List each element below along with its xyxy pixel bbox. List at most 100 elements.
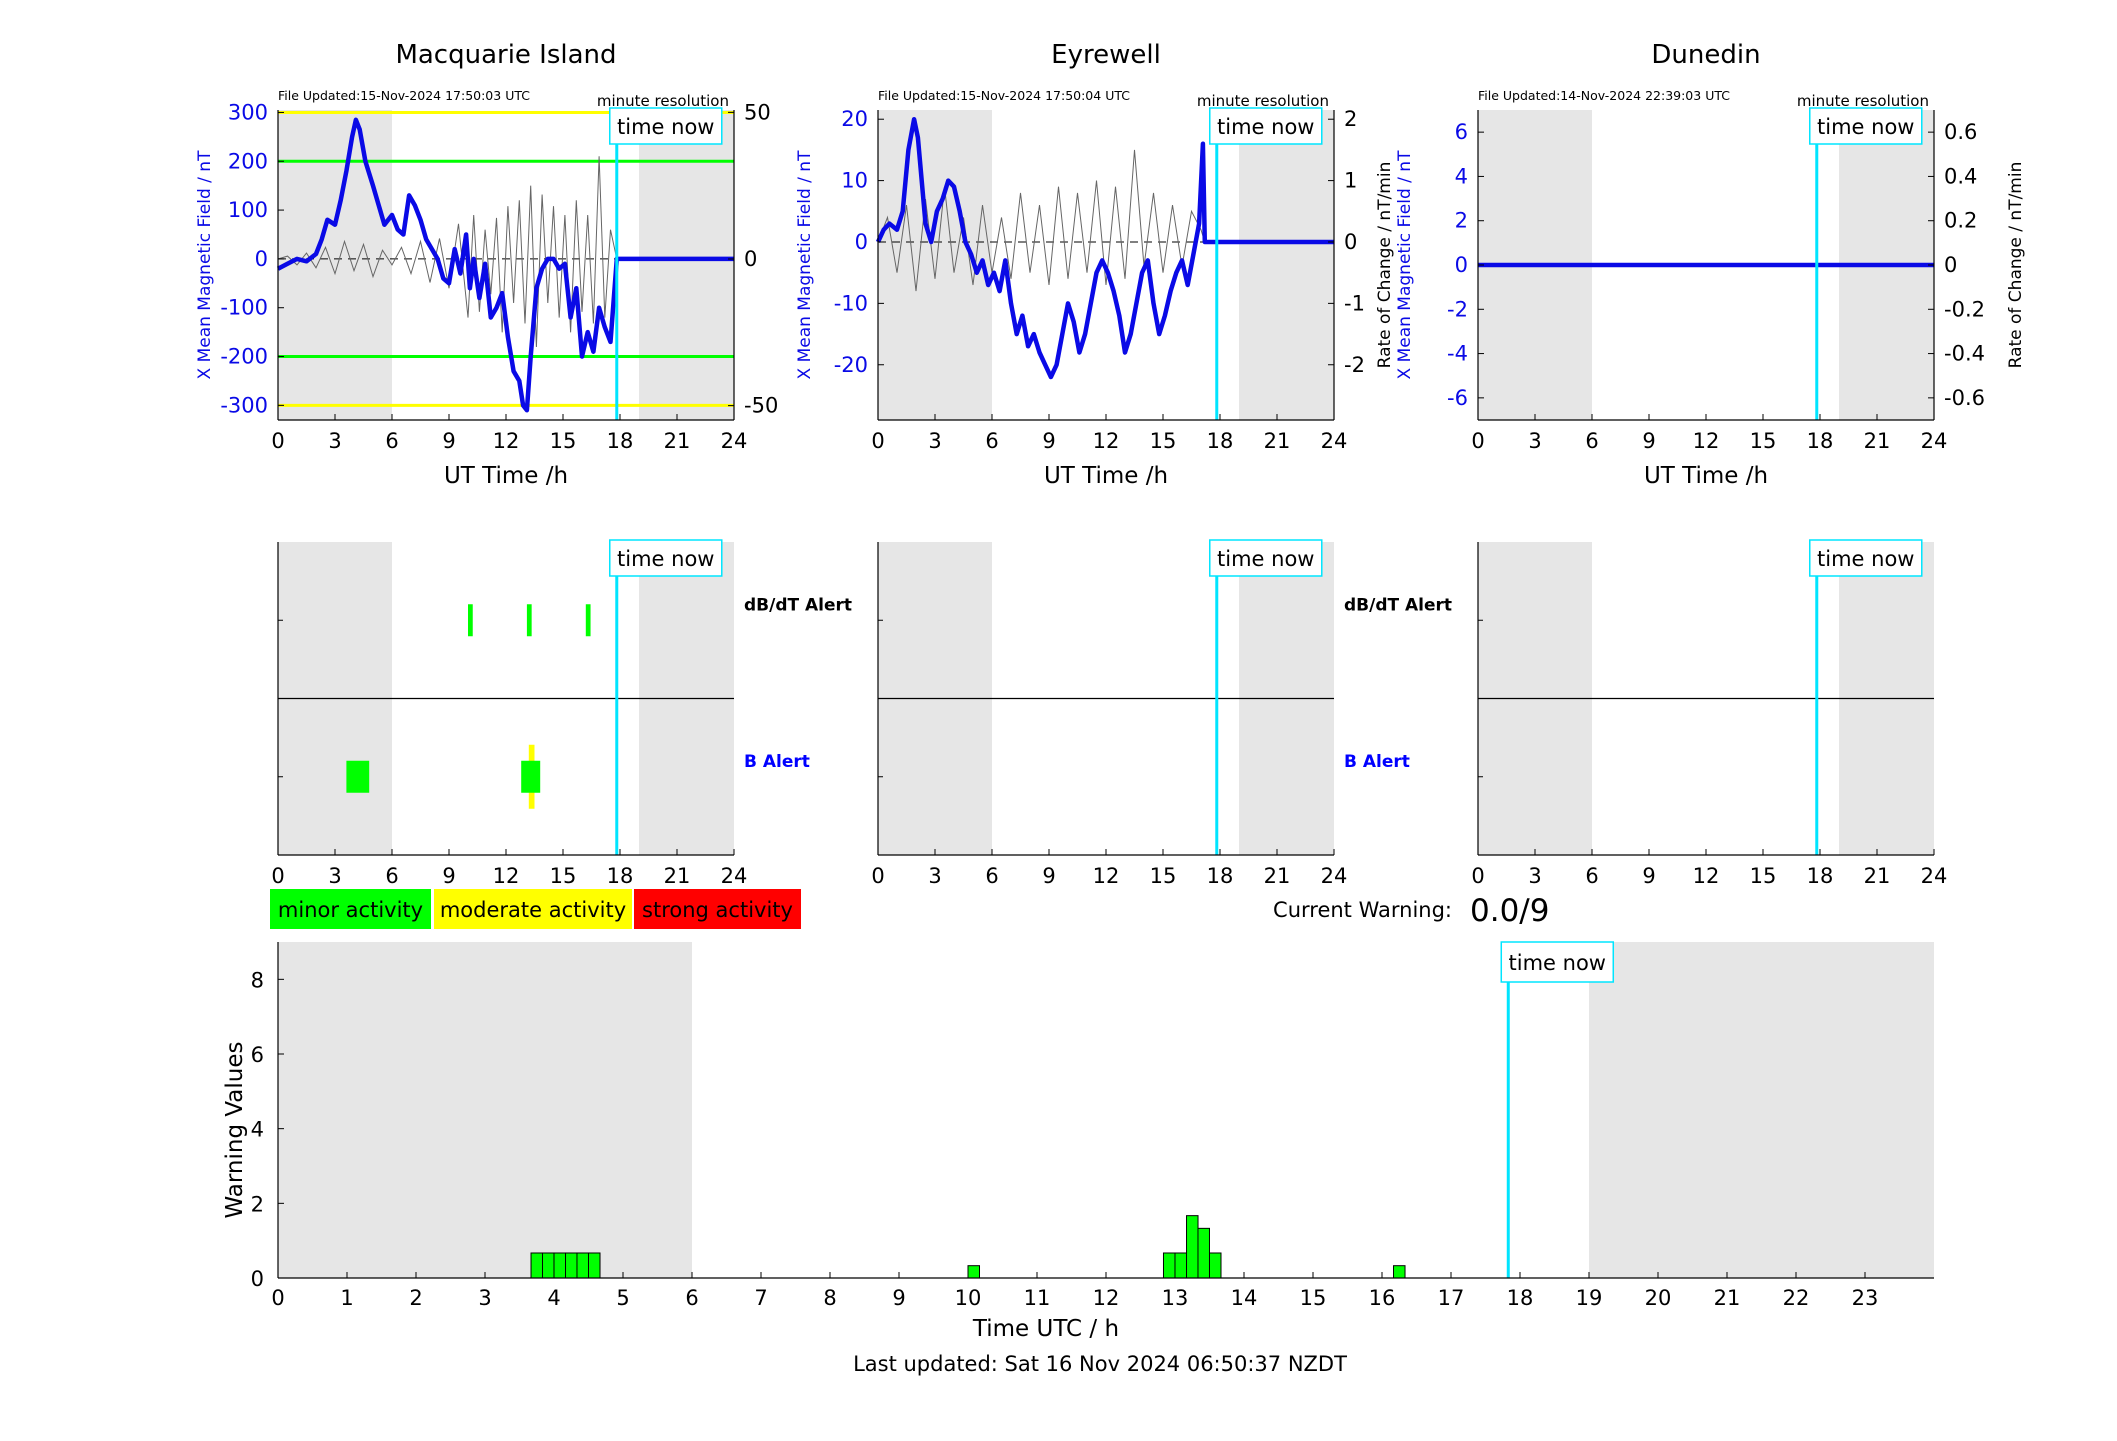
alert-panel-2-x-tick-label: 3 xyxy=(928,864,941,888)
warning-chart-bar xyxy=(1174,1252,1188,1279)
top-chart-1-x-tick-label: 24 xyxy=(721,429,748,453)
top-chart-2-x-tick-label: 3 xyxy=(928,429,941,453)
top-chart-2: Eyrewell File Updated:15-Nov-2024 17:50:0… xyxy=(795,40,1395,489)
current-warning-label: Current Warning: xyxy=(1273,898,1452,922)
top-chart-3-x-tick-label: 24 xyxy=(1921,429,1948,453)
top-chart-3-right-tick-label: -0.4 xyxy=(1944,342,1985,366)
top-chart-2-x-tick-label: 18 xyxy=(1207,429,1234,453)
top-chart-1-x-tick-label: 9 xyxy=(442,429,455,453)
warning-chart-x-tick-label: 17 xyxy=(1438,1286,1465,1310)
top-chart-2-x-tick-label: 0 xyxy=(871,429,884,453)
alert-panel-2-x-tick-label: 15 xyxy=(1150,864,1177,888)
top-chart-2-left-tick-label: -10 xyxy=(834,291,868,315)
top-chart-2-rate-series xyxy=(877,149,1217,292)
legend-moderate-label: moderate activity xyxy=(440,898,626,922)
alert-panel-1-x-tick-label: 21 xyxy=(664,864,691,888)
alert-panel-2-time-now-label: time now xyxy=(1217,547,1314,571)
top-chart-3-left-tick-label: 2 xyxy=(1455,209,1468,233)
warning-chart-time-now-label: time now xyxy=(1509,951,1606,975)
top-chart-3-right-tick-label: 0.4 xyxy=(1944,164,1977,188)
top-chart-1-right-tick-label: 50 xyxy=(744,100,771,124)
warning-chart-x-tick-label: 5 xyxy=(616,1286,629,1310)
alert-panel-1-x-tick-label: 9 xyxy=(442,864,455,888)
top-chart-2-magnetic-series xyxy=(875,116,1334,380)
alert-panel-1-x-tick-label: 24 xyxy=(721,864,748,888)
top-chart-1-left-tick-label: 300 xyxy=(228,100,268,124)
warning-chart-bar xyxy=(1209,1252,1222,1279)
top-chart-2-right-tick-label: 0 xyxy=(1344,230,1357,254)
legend-strong-label: strong activity xyxy=(642,898,793,922)
top-chart-1-x-tick-label: 6 xyxy=(385,429,398,453)
top-chart-1-x-tick-label: 12 xyxy=(493,429,520,453)
top-chart-3-left-tick-label: -2 xyxy=(1447,297,1468,321)
warning-chart-y-tick-label: 6 xyxy=(251,1043,264,1067)
alert-panel-2-x-tick-label: 24 xyxy=(1321,864,1348,888)
warning-chart-bar xyxy=(1186,1215,1199,1279)
top-chart-1-x-tick-label: 15 xyxy=(550,429,577,453)
top-chart-3-x-label: UT Time /h xyxy=(1644,463,1768,489)
top-chart-1-x-tick-label: 3 xyxy=(328,429,341,453)
alert-panel-1-time-now-label: time now xyxy=(617,547,714,571)
warning-chart-x-tick-label: 1 xyxy=(340,1286,353,1310)
top-chart-3-file-updated: File Updated:14-Nov-2024 22:39:03 UTC xyxy=(1478,88,1730,103)
top-chart-3-x-tick-label: 15 xyxy=(1750,429,1777,453)
warning-chart-y-tick-label: 0 xyxy=(251,1267,264,1291)
alert-panel-1: time now dB/dT Alert B Alert 0 3 6 9 12 15 18 21 24 xyxy=(271,539,852,888)
warning-chart-bar xyxy=(530,1252,544,1279)
last-updated: Last updated: Sat 16 Nov 2024 06:50:37 N… xyxy=(853,1352,1347,1376)
top-chart-2-x-label: UT Time /h xyxy=(1044,463,1168,489)
top-chart-1-time-now-label: time now xyxy=(617,115,714,139)
top-chart-2-file-updated: File Updated:15-Nov-2024 17:50:04 UTC xyxy=(878,88,1130,103)
alert-panel-1-x-tick-label: 6 xyxy=(385,864,398,888)
alert-panel-3-x-tick-label: 18 xyxy=(1807,864,1834,888)
legend-minor-label: minor activity xyxy=(278,898,423,922)
top-chart-1: Macquarie Island File Updated:15-Nov-2024… xyxy=(195,40,778,489)
top-chart-2-time-now-label: time now xyxy=(1217,115,1314,139)
top-chart-2-right-tick-label: -2 xyxy=(1344,353,1365,377)
top-chart-1-title: Macquarie Island xyxy=(395,40,616,70)
top-chart-3-right-tick-label: 0.2 xyxy=(1944,209,1977,233)
top-chart-2-right-tick-label: 1 xyxy=(1344,169,1357,193)
top-chart-1-left-y-label: X Mean Magnetic Field / nT xyxy=(195,150,215,380)
top-chart-2-x-tick-label: 24 xyxy=(1321,429,1348,453)
top-chart-1-time-now-box xyxy=(609,107,723,145)
top-chart-3-time-now-box xyxy=(1809,107,1923,145)
top-chart-1-x-tick-label: 18 xyxy=(607,429,634,453)
top-chart-2-title: Eyrewell xyxy=(1051,40,1161,70)
warning-chart-time-now-box xyxy=(1500,941,1615,983)
warning-chart-bar xyxy=(1393,1265,1406,1279)
warning-chart-x-tick-label: 0 xyxy=(271,1286,284,1310)
alert-panel-3: time now 0 3 6 9 12 15 18 21 24 xyxy=(1471,539,1947,888)
warning-chart-x-tick-label: 22 xyxy=(1783,1286,1810,1310)
top-chart-1-x-tick-label: 21 xyxy=(664,429,691,453)
top-chart-3: Dunedin File Updated:14-Nov-2024 22:39:03… xyxy=(1395,40,2026,489)
top-chart-1-x-tick-label: 0 xyxy=(271,429,284,453)
top-chart-3-x-tick-label: 18 xyxy=(1807,429,1834,453)
top-chart-3-time-now-label: time now xyxy=(1817,115,1914,139)
top-chart-2-right-tick-label: 2 xyxy=(1344,107,1357,131)
alert-panel-3-x-tick-label: 9 xyxy=(1642,864,1655,888)
top-chart-3-left-y-label: X Mean Magnetic Field / nT xyxy=(1395,150,1415,380)
warning-chart-x-tick-label: 21 xyxy=(1714,1286,1741,1310)
warning-chart-x-tick-label: 13 xyxy=(1162,1286,1189,1310)
top-chart-1-resolution: minute resolution xyxy=(597,92,729,110)
alert-panel-1-x-tick-label: 15 xyxy=(550,864,577,888)
alert-panel-1-b-label: B Alert xyxy=(744,752,810,772)
warning-chart-bar xyxy=(588,1252,601,1279)
legend-minor-swatch xyxy=(270,889,431,929)
alert-panel-2-x-tick-label: 0 xyxy=(871,864,884,888)
alert-panel-2-x-tick-label: 6 xyxy=(985,864,998,888)
warning-chart-x-tick-label: 9 xyxy=(892,1286,905,1310)
alert-panel-2-time-now-box xyxy=(1209,539,1323,577)
alert-panel-3-x-tick-label: 3 xyxy=(1528,864,1541,888)
warning-chart-y-label: Warning Values xyxy=(222,1041,248,1218)
warning-chart-y-tick-label: 8 xyxy=(251,968,264,992)
warning-chart-bar xyxy=(553,1252,567,1279)
warning-chart-x-tick-label: 12 xyxy=(1093,1286,1120,1310)
alert-panel-2-x-tick-label: 21 xyxy=(1264,864,1291,888)
warning-chart-x-tick-label: 18 xyxy=(1507,1286,1534,1310)
top-chart-1-night-shade xyxy=(639,110,734,420)
top-chart-2-x-tick-label: 12 xyxy=(1093,429,1120,453)
